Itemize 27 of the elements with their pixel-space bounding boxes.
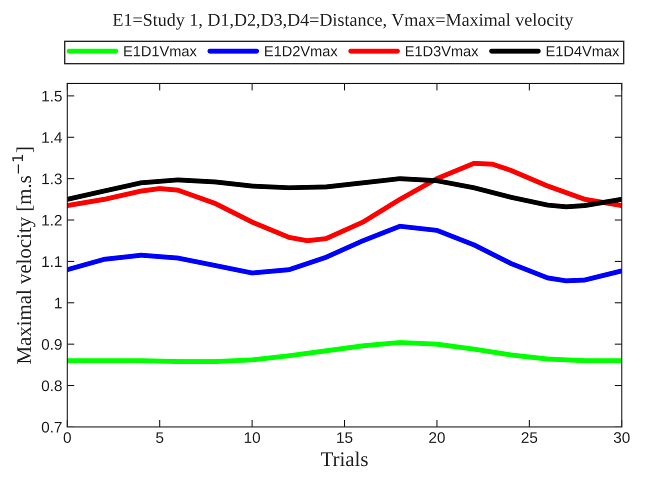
y-tick-label: 0.8 (42, 380, 62, 392)
y-tick-label: 1 (55, 298, 62, 308)
y-tick-label: 1.3 (42, 174, 62, 184)
y-tick-label: 1.5 (42, 90, 62, 102)
legend-label: E1D3Vmax (406, 46, 478, 56)
y-tick-label: 0.9 (42, 339, 62, 350)
y-tick-label: 1.2 (42, 214, 62, 226)
y-tick-label: 1.1 (42, 256, 62, 267)
x-tick-label: 25 (522, 432, 538, 443)
x-tick-label: 20 (429, 432, 445, 443)
x-tick-label: 0 (64, 432, 71, 443)
y-axis-title: Maximal velocity [m.s$^{−1}$] (12, 148, 36, 364)
legend-label: E1D1Vmax (124, 46, 197, 56)
x-tick-label: 10 (244, 432, 260, 443)
x-axis-title: Trials (320, 452, 368, 466)
x-tick-label: 5 (156, 432, 164, 443)
y-tick-label: 1.4 (42, 132, 62, 143)
x-tick-label: 30 (614, 432, 630, 443)
line-series (67, 160, 622, 244)
line-series (67, 340, 622, 364)
chart-title: E1=Study 1, D1,D2,D3,D4=Distance, Vmax=Maximal velocity (112, 13, 574, 30)
legend-label: E1D2Vmax (265, 46, 338, 56)
line-series (67, 176, 622, 210)
legend-label: E1D4Vmax (546, 46, 620, 56)
line-series (67, 224, 622, 284)
x-tick-label: 15 (337, 432, 352, 443)
y-tick-label: 0.7 (42, 422, 62, 433)
